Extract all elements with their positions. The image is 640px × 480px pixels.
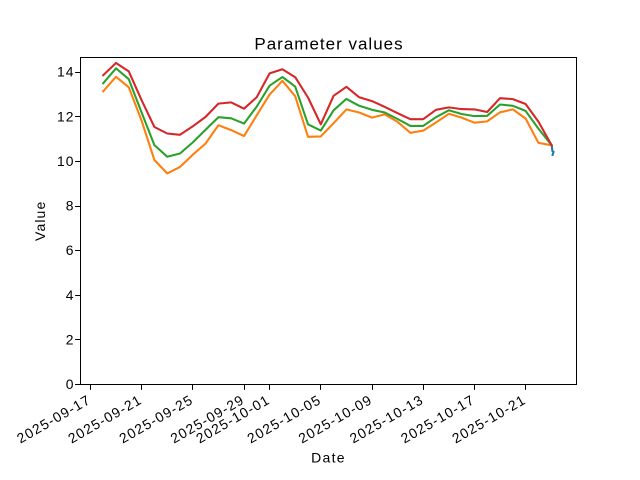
svg-text:Date: Date <box>311 450 346 466</box>
svg-text:14: 14 <box>57 64 74 80</box>
svg-text:10: 10 <box>57 153 74 169</box>
svg-text:Parameter values: Parameter values <box>254 34 403 53</box>
svg-text:2: 2 <box>66 331 75 347</box>
svg-text:12: 12 <box>57 108 74 124</box>
svg-text:0: 0 <box>66 376 75 392</box>
svg-text:8: 8 <box>66 198 75 214</box>
svg-text:4: 4 <box>66 287 75 303</box>
svg-text:6: 6 <box>66 242 75 258</box>
svg-text:Value: Value <box>32 201 48 241</box>
